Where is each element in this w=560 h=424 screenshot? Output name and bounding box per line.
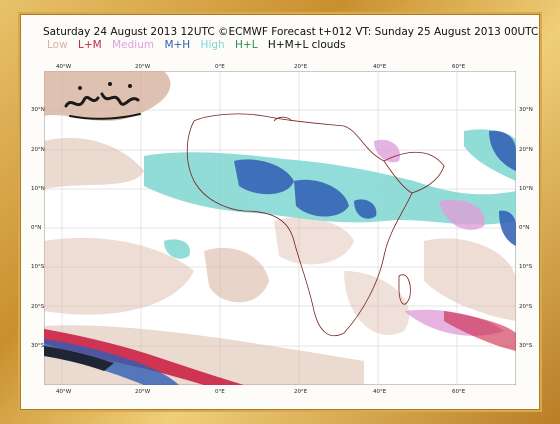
southern-frontal-band [44, 311, 516, 385]
legend-m-h: M+H [164, 39, 191, 51]
lat-label: 30°N [31, 107, 45, 113]
lat-label: 10°N [519, 186, 533, 192]
lon-label: 20°W [135, 64, 151, 70]
lat-label: 20°N [31, 147, 45, 153]
lon-label: 40°E [373, 389, 387, 395]
legend-low: Low [47, 39, 68, 51]
lat-label: 0°N [519, 225, 530, 231]
lat-label: 10°S [519, 264, 533, 270]
lat-label: 10°N [31, 186, 45, 192]
calligraphy-logo [64, 82, 141, 120]
legend-medium: Medium [112, 39, 155, 51]
forecast-title: Saturday 24 August 2013 12UTC ©ECMWF For… [43, 26, 539, 38]
lat-label: 10°S [31, 264, 45, 270]
legend-l-m: L+M [78, 39, 102, 51]
legend-h-l: H+L [235, 39, 258, 51]
lat-label: 20°S [519, 304, 533, 310]
lat-label: 30°S [31, 343, 45, 349]
convective-clouds [234, 130, 516, 246]
lon-label: 20°E [294, 389, 308, 395]
lon-label: 40°W [56, 389, 72, 395]
lon-label: 0°E [215, 64, 225, 70]
legend-h-m-l: H+M+L clouds [267, 39, 346, 51]
cloud-legend: Low L+M Medium M+H High H+L H+M+L clouds [47, 39, 353, 51]
lat-label: 30°N [519, 107, 533, 113]
lon-label: 40°E [373, 64, 387, 70]
lon-label: 60°E [452, 64, 466, 70]
lon-label: 0°E [215, 389, 225, 395]
lat-label: 20°S [31, 304, 45, 310]
cloud-cover-map [44, 71, 516, 385]
lat-label: 30°S [519, 343, 533, 349]
lon-label: 40°W [56, 64, 72, 70]
lon-label: 20°E [294, 64, 308, 70]
lon-label: 20°W [135, 389, 151, 395]
lat-label: 0°N [31, 225, 42, 231]
coastlines [186, 113, 445, 337]
lon-label: 60°E [452, 389, 466, 395]
lat-label: 20°N [519, 147, 533, 153]
legend-high: High [200, 39, 225, 51]
low-cloud-areas [44, 71, 516, 385]
